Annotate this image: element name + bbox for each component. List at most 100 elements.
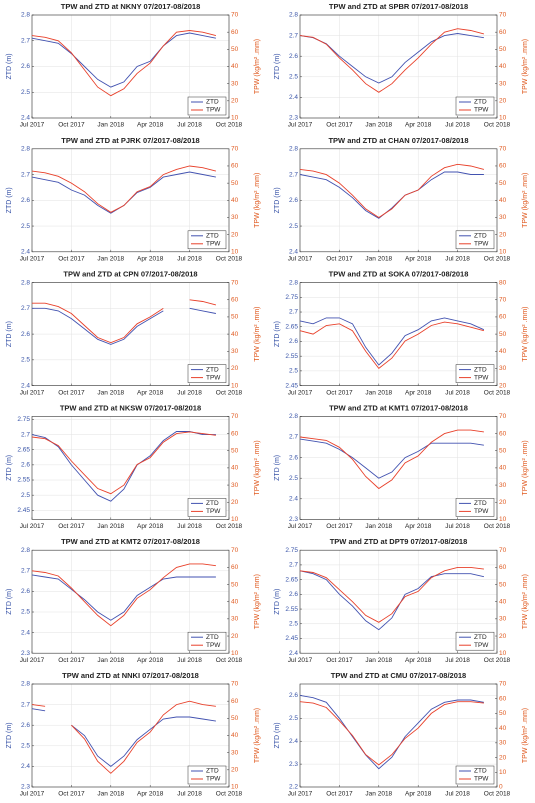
y-axis-label: ZTD (m) [6,455,13,481]
x-tick-label: Jan 2018 [97,657,124,664]
y-tick-label: 2.6 [21,331,30,338]
plot-frame [299,282,498,386]
y2-axis-label: TPW (kg/m² .mm) [254,708,261,763]
x-tick-label: Apr 2018 [405,389,432,396]
y2-axis-label: TPW (kg/m² .mm) [254,574,261,629]
y2-axis-label: TPW (kg/m² .mm) [522,306,529,361]
x-tick-label: Apr 2018 [405,256,432,263]
y2-tick-label: 70 [231,146,239,153]
y-tick-label: 2.65 [285,323,298,330]
panel: TPW and ZTD at SPBR 07/2017-08/2018 Jul 2… [274,2,529,129]
y2-tick-label: 30 [499,616,507,623]
legend-label: TPW [474,642,489,649]
y-tick-label: 2.5 [289,475,298,482]
y-tick-label: 2.4 [21,249,30,256]
x-tick-label: Oct 2018 [216,657,243,664]
legend-label: ZTD [206,366,219,373]
x-tick-label: Jul 2017 [20,256,45,263]
x-tick-label: Oct 2017 [58,657,85,664]
x-tick-label: Jul 2018 [445,389,470,396]
panel: TPW and ZTD at NKNY 07/2017-08/2018 Jul 2… [6,2,261,129]
y-tick-label: 2.4 [21,629,30,636]
x-tick-label: Jan 2018 [97,523,124,530]
x-tick-label: Oct 2018 [484,256,511,263]
x-tick-label: Oct 2018 [216,256,243,263]
y-tick-label: 2.6 [289,53,298,60]
legend-label: TPW [474,776,489,783]
panel-title: TPW and ZTD at CHAN 07/2017-08/2018 [328,136,468,145]
plot-frame [31,14,230,119]
y2-tick-label: 40 [499,465,507,472]
y-tick-label: 2.8 [289,279,298,286]
y2-axis-label: TPW (kg/m² .mm) [522,708,529,763]
plot-frame [31,282,230,386]
legend-label: ZTD [206,233,219,240]
x-tick-label: Oct 2018 [216,791,243,798]
y-tick-label: 2.8 [21,681,30,688]
series-line [299,570,484,631]
y2-tick-label: 10 [499,769,507,776]
series-line [299,28,485,93]
y-tick-label: 2.5 [289,715,298,722]
y2-tick-label: 30 [499,214,507,221]
y-tick-label: 2.75 [285,294,298,301]
x-tick-label: Apr 2018 [405,657,432,664]
x-tick-label: Jul 2017 [20,791,45,798]
y-tick-label: 2.7 [21,305,30,312]
series-line [299,33,484,84]
y-tick-label: 2.8 [21,547,30,554]
y-tick-label: 2.3 [289,761,298,768]
legend-label: TPW [206,776,221,783]
y2-tick-label: 20 [231,499,239,506]
x-tick-label: Oct 2017 [326,523,353,530]
y-tick-label: 2.4 [289,650,298,657]
y-tick-label: 2.8 [289,12,298,19]
y-tick-label: 2.4 [289,496,298,503]
y2-tick-label: 60 [231,564,239,571]
y-tick-label: 2.2 [289,784,298,791]
y2-tick-label: 60 [231,430,239,437]
series-line [31,32,216,88]
panel: TPW and ZTD at CHAN 07/2017-08/2018 Jul 2… [274,136,529,263]
plot-frame [31,549,230,654]
legend-label: ZTD [206,500,219,507]
y2-tick-label: 30 [499,80,507,87]
x-tick-label: Apr 2018 [137,256,164,263]
x-tick-label: Jul 2017 [20,389,45,396]
x-tick-label: Oct 2018 [484,523,511,530]
y-tick-label: 2.45 [285,382,298,389]
y2-tick-label: 30 [231,348,239,355]
series-line [299,163,485,219]
y-tick-label: 2.4 [21,382,30,389]
panel-title: TPW and ZTD at DPT9 07/2017-08/2018 [330,537,468,546]
x-tick-label: Oct 2017 [58,122,85,129]
panel: TPW and ZTD at PJRK 07/2017-08/2018 Jul 2… [6,136,261,263]
y2-tick-label: 20 [499,633,507,640]
x-tick-label: Oct 2018 [484,657,511,664]
x-tick-label: Jul 2018 [177,791,202,798]
y2-axis-label: TPW (kg/m² .mm) [254,440,261,495]
x-tick-label: Oct 2017 [58,791,85,798]
legend-label: ZTD [474,99,487,106]
y2-tick-label: 10 [231,115,239,122]
series-line [31,708,216,767]
y2-axis-label: TPW (kg/m² .mm) [254,39,261,94]
legend-label: TPW [206,508,221,515]
series-line [299,171,484,219]
y2-tick-label: 60 [231,698,239,705]
legend-label: TPW [474,508,489,515]
y2-tick-label: 20 [499,382,507,389]
y2-tick-label: 20 [499,499,507,506]
y2-tick-label: 80 [499,279,507,286]
y2-tick-label: 60 [231,163,239,170]
panel: TPW and ZTD at CMU 07/2017-08/2018 Jul 20… [274,671,529,798]
y-tick-label: 2.4 [289,738,298,745]
x-tick-label: Jul 2018 [177,389,202,396]
x-tick-label: Oct 2017 [58,256,85,263]
x-tick-label: Oct 2018 [216,523,243,530]
x-tick-label: Oct 2018 [216,389,243,396]
y-tick-label: 2.7 [289,171,298,178]
legend-label: ZTD [474,366,487,373]
y2-tick-label: 30 [499,365,507,372]
